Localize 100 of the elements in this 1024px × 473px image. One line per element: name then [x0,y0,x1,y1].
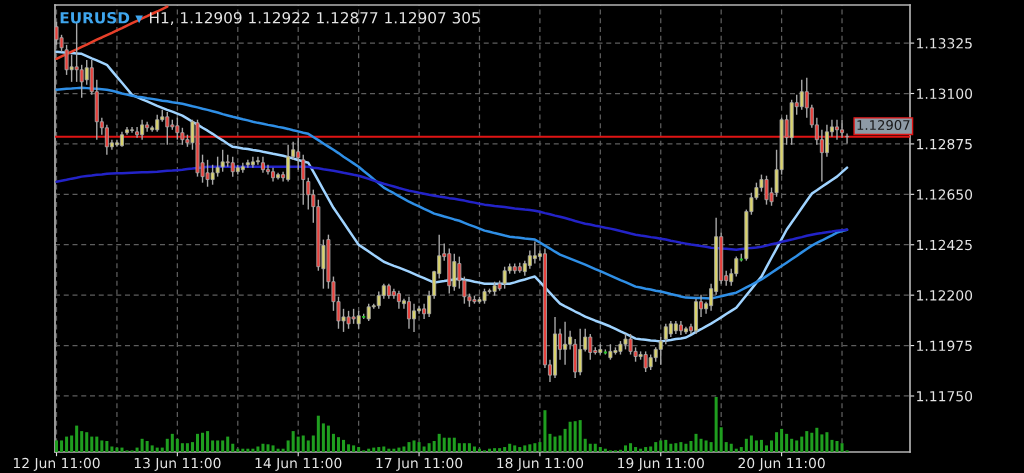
bar [271,445,275,452]
bar [749,435,753,452]
bar [523,445,527,452]
y-tick-label: 1.13100 [917,88,973,99]
bar [548,433,552,452]
bar [85,432,89,452]
y-tick-label: 1.11750 [917,390,973,402]
bar [603,448,607,452]
y-tick-label: 1.12425 [917,239,972,251]
bar [266,444,270,452]
bar [825,432,829,452]
bar [744,438,748,452]
bar [659,440,663,452]
bar [60,440,64,452]
bar [719,427,723,452]
bar [437,433,441,452]
bar [835,441,839,452]
x-tick-label: 19 Jun 11:00 [618,457,704,471]
bar [115,447,119,452]
bar [316,415,320,452]
bar [120,447,124,452]
bar [261,443,265,452]
bar [467,443,471,452]
bar [180,443,184,452]
bar [251,448,255,452]
bar [558,435,562,452]
bar [714,397,718,452]
bar [462,443,466,452]
bar [623,445,628,452]
bar [291,431,295,452]
bar [543,410,547,452]
bar [231,443,235,452]
bar [739,447,743,452]
bar [533,443,537,452]
bar [206,431,210,452]
bar [508,443,512,452]
bar [795,440,799,452]
bar [306,440,310,452]
bar [573,421,577,452]
y-tick-label: 1.13325 [917,38,972,49]
bar [140,438,144,452]
bar [412,440,416,452]
bar [674,443,678,452]
y-tick-label: 1.11975 [917,340,972,352]
candlestick [658,336,663,366]
bar [296,436,300,452]
bar [211,440,215,452]
chart-subtitle: H1, 1.12909 1.12922 1.12877 1.12907 305 [150,11,480,26]
bar [704,440,708,452]
bar [387,448,391,452]
bar [800,436,804,452]
bar [357,447,361,452]
bar [75,425,79,452]
bar [563,428,567,452]
bar [397,447,401,452]
bar [336,437,340,452]
bar [135,447,139,452]
y-tick-label: 1.12650 [917,189,973,200]
bar [301,435,305,452]
bar [493,448,497,452]
bar [780,428,784,452]
bar [80,431,84,452]
bar [759,439,763,452]
bar [321,423,325,452]
bar [457,443,461,452]
bar [160,447,164,452]
bar [513,445,517,452]
bar [694,433,698,452]
bar [246,448,250,452]
bar [553,436,557,452]
x-tick-label: 12 Jun 11:00 [13,457,100,471]
bar [503,447,507,452]
bar [664,439,668,452]
bar [598,447,602,452]
bar [588,443,592,452]
bar [634,447,638,452]
candlestick [301,153,306,206]
bar [432,441,436,452]
bar [654,442,658,452]
bar [347,444,351,452]
bar [820,434,824,452]
bar [754,440,758,452]
bar [538,442,542,452]
bar [477,448,481,452]
bar [729,443,733,452]
bar [145,441,149,452]
bar [447,437,451,452]
bar [452,437,456,452]
bar [679,442,683,452]
bar [281,448,285,452]
ref-line-label: 1.12907 [857,120,910,131]
bar [175,438,179,452]
bar [528,444,532,452]
y-tick-label: 1.12875 [917,138,972,150]
bar [488,448,492,452]
bar [352,445,356,452]
bar [342,439,346,452]
bar [810,432,814,452]
bar [764,445,768,452]
bar [583,438,587,452]
